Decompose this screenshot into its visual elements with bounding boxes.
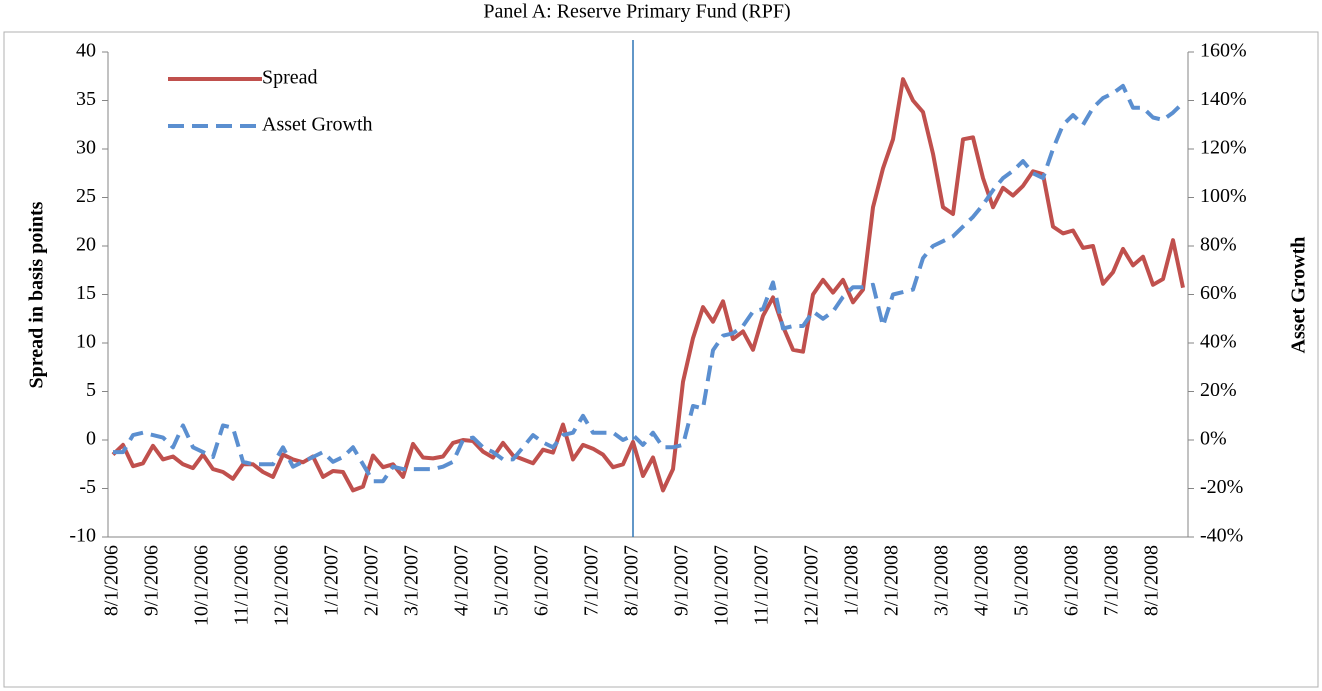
- x-tick-label: 6/1/2008: [1061, 545, 1083, 616]
- y2-tick-label: 140%: [1200, 88, 1247, 110]
- y2-tick-label: 80%: [1200, 234, 1237, 256]
- x-tick-label: 5/1/2007: [491, 545, 513, 616]
- y2-tick-label: -20%: [1200, 476, 1243, 498]
- x-tick-label: 1/1/2008: [841, 545, 863, 616]
- chart-frame: [3, 31, 1319, 688]
- y-tick-label: 25: [76, 185, 96, 207]
- chart-title: Panel A: Reserve Primary Fund (RPF): [483, 1, 790, 23]
- y2-tick-label: 60%: [1200, 282, 1237, 304]
- y-tick-label: 15: [76, 282, 96, 304]
- x-tick-label: 4/1/2008: [971, 545, 993, 616]
- y2-tick-label: 120%: [1200, 137, 1247, 159]
- x-tick-label: 2/1/2008: [881, 545, 903, 616]
- y-tick-label: 35: [76, 88, 96, 110]
- x-tick-label: 7/1/2008: [1101, 545, 1123, 616]
- x-tick-label: 1/1/2007: [321, 545, 343, 616]
- y-tick-label: 30: [76, 137, 96, 159]
- x-tick-label: 3/1/2008: [931, 545, 953, 616]
- x-tick-label: 6/1/2007: [531, 545, 553, 616]
- x-tick-label: 3/1/2007: [401, 545, 423, 616]
- x-tick-label: 12/1/2007: [801, 545, 823, 626]
- y2-tick-label: 40%: [1200, 331, 1237, 353]
- x-tick-label: 8/1/2008: [1141, 545, 1163, 616]
- series-line: [113, 83, 1185, 484]
- x-tick-label: 4/1/2007: [451, 545, 473, 616]
- legend-label: Asset Growth: [262, 114, 373, 136]
- x-tick-label: 5/1/2008: [1011, 545, 1033, 616]
- y-tick-label: 0: [86, 428, 96, 450]
- x-tick-label: 9/1/2006: [141, 545, 163, 616]
- y-tick-label: 5: [86, 379, 96, 401]
- series-line: [111, 77, 1185, 493]
- y2-tick-label: 20%: [1200, 379, 1237, 401]
- x-tick-label: 7/1/2007: [581, 545, 603, 616]
- y-axis-title: Spread in basis points: [26, 201, 48, 388]
- y2-tick-label: 100%: [1200, 185, 1247, 207]
- y2-tick-label: 0%: [1200, 428, 1227, 450]
- y2-tick-label: -40%: [1200, 525, 1243, 547]
- x-tick-label: 9/1/2007: [671, 545, 693, 616]
- y-tick-label: 40: [76, 40, 96, 62]
- x-tick-label: 8/1/2007: [621, 545, 643, 616]
- y-tick-label: -5: [79, 476, 96, 498]
- x-tick-label: 11/1/2006: [231, 545, 253, 625]
- x-tick-label: 12/1/2006: [271, 545, 293, 626]
- y2-axis-title: Asset Growth: [1288, 237, 1310, 354]
- x-tick-label: 10/1/2006: [191, 545, 213, 626]
- y-tick-label: -10: [69, 525, 96, 547]
- x-tick-label: 10/1/2007: [711, 545, 733, 626]
- legend-label: Spread: [262, 67, 318, 89]
- y2-tick-label: 160%: [1200, 40, 1247, 62]
- y-tick-label: 10: [76, 331, 96, 353]
- x-tick-label: 2/1/2007: [361, 545, 383, 616]
- x-tick-label: 8/1/2006: [101, 545, 123, 616]
- x-tick-label: 11/1/2007: [751, 545, 773, 625]
- y-tick-label: 20: [76, 234, 96, 256]
